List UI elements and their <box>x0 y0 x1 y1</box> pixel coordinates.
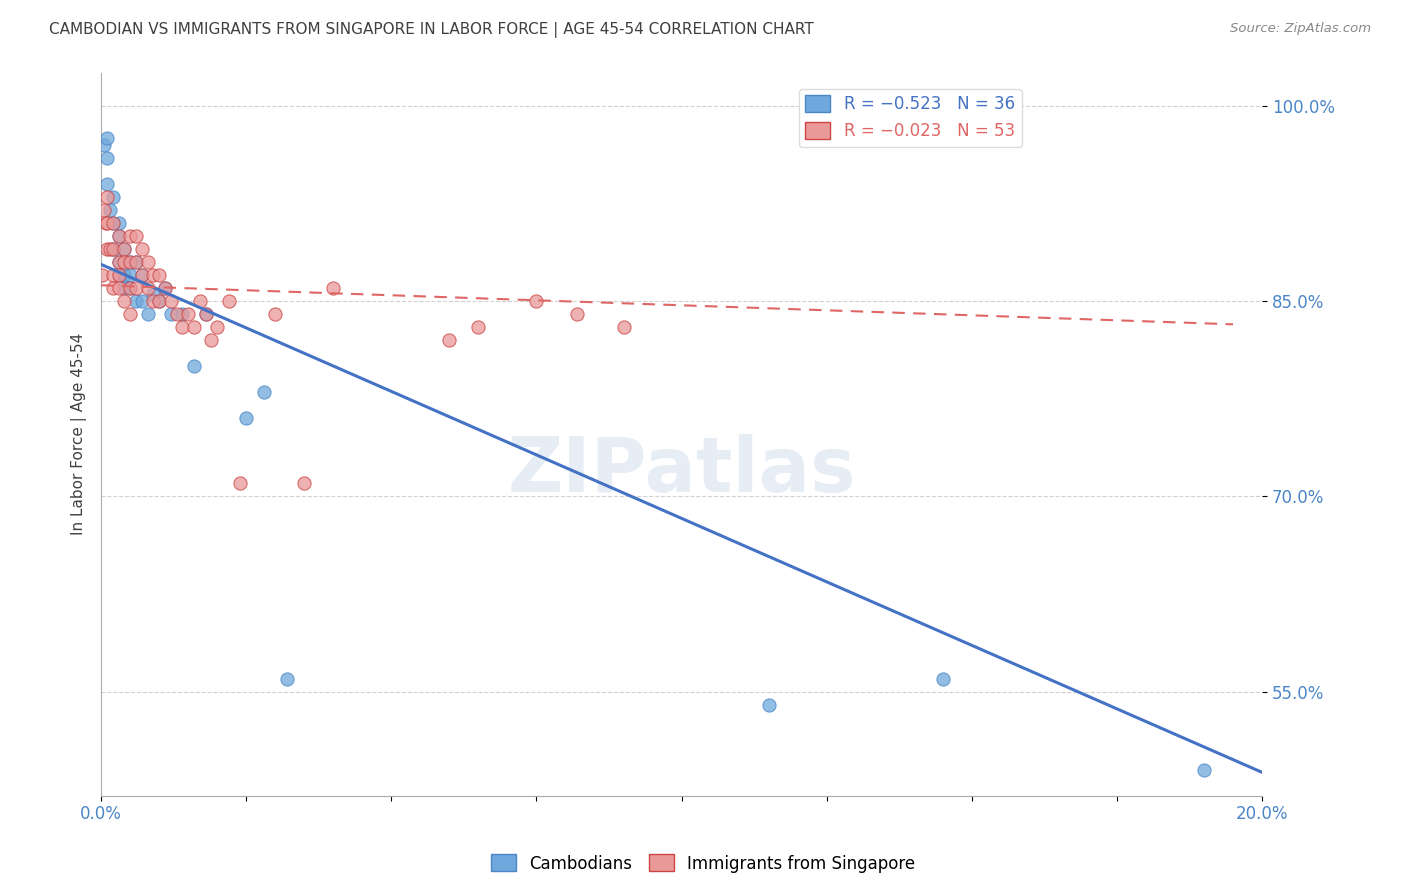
Point <box>94 216 117 230</box>
Point <box>183 359 205 373</box>
Point <box>107 268 129 282</box>
Point <box>264 307 287 321</box>
Point <box>131 293 153 308</box>
Point <box>159 293 181 308</box>
Point <box>120 281 142 295</box>
Point <box>98 242 121 256</box>
Point <box>120 255 142 269</box>
Point <box>96 177 118 191</box>
Point <box>177 307 200 321</box>
Point <box>120 228 142 243</box>
Point <box>96 131 118 145</box>
Text: Source: ZipAtlas.com: Source: ZipAtlas.com <box>1230 22 1371 36</box>
Point <box>292 476 315 491</box>
Point <box>194 307 217 321</box>
Point <box>107 255 129 269</box>
Point <box>322 281 344 295</box>
Point <box>112 242 135 256</box>
Point <box>200 333 222 347</box>
Point <box>148 268 170 282</box>
Point <box>526 293 548 308</box>
Point <box>93 137 115 152</box>
Text: ZIPatlas: ZIPatlas <box>508 434 856 508</box>
Point <box>159 307 181 321</box>
Point <box>107 216 129 230</box>
Point <box>120 255 142 269</box>
Point <box>148 293 170 308</box>
Point <box>235 411 257 425</box>
Point <box>101 216 124 230</box>
Point <box>183 320 205 334</box>
Point <box>107 228 129 243</box>
Point <box>467 320 489 334</box>
Point <box>107 281 129 295</box>
Point <box>125 228 148 243</box>
Point <box>125 281 148 295</box>
Point <box>1192 763 1215 777</box>
Point <box>131 242 153 256</box>
Text: CAMBODIAN VS IMMIGRANTS FROM SINGAPORE IN LABOR FORCE | AGE 45-54 CORRELATION CH: CAMBODIAN VS IMMIGRANTS FROM SINGAPORE I… <box>49 22 814 38</box>
Point <box>101 268 124 282</box>
Point <box>101 216 124 230</box>
Point <box>98 202 121 217</box>
Point <box>112 268 135 282</box>
Point <box>131 268 153 282</box>
Point <box>276 672 298 686</box>
Point <box>612 320 634 334</box>
Point <box>205 320 228 334</box>
Point <box>565 307 588 321</box>
Point <box>120 307 142 321</box>
Point <box>91 268 114 282</box>
Point <box>125 255 148 269</box>
Point <box>136 255 159 269</box>
Point <box>112 281 135 295</box>
Point <box>166 307 188 321</box>
Point <box>932 672 955 686</box>
Point <box>172 320 194 334</box>
Point <box>153 281 176 295</box>
Point <box>107 268 129 282</box>
Point <box>96 216 118 230</box>
Point <box>96 242 118 256</box>
Point <box>96 151 118 165</box>
Point <box>153 281 176 295</box>
Point <box>112 255 135 269</box>
Point <box>136 281 159 295</box>
Point <box>120 281 142 295</box>
Point <box>218 293 240 308</box>
Point <box>107 255 129 269</box>
Point <box>107 228 129 243</box>
Point <box>148 293 170 308</box>
Point <box>229 476 252 491</box>
Point <box>188 293 211 308</box>
Point <box>101 242 124 256</box>
Point <box>112 242 135 256</box>
Point <box>142 287 165 301</box>
Legend: Cambodians, Immigrants from Singapore: Cambodians, Immigrants from Singapore <box>484 847 922 880</box>
Point <box>253 385 276 400</box>
Point <box>131 268 153 282</box>
Point <box>101 242 124 256</box>
Point <box>101 281 124 295</box>
Point <box>93 202 115 217</box>
Point <box>142 268 165 282</box>
Point <box>112 293 135 308</box>
Point <box>101 190 124 204</box>
Point <box>172 307 194 321</box>
Point <box>758 698 780 712</box>
Legend: R = −0.523   N = 36, R = −0.023   N = 53: R = −0.523 N = 36, R = −0.023 N = 53 <box>799 88 1022 146</box>
Point <box>194 307 217 321</box>
Point <box>142 293 165 308</box>
Point <box>125 293 148 308</box>
Point <box>125 255 148 269</box>
Point <box>96 190 118 204</box>
Point <box>439 333 461 347</box>
Point <box>136 307 159 321</box>
Point <box>120 268 142 282</box>
Y-axis label: In Labor Force | Age 45-54: In Labor Force | Age 45-54 <box>72 334 87 535</box>
